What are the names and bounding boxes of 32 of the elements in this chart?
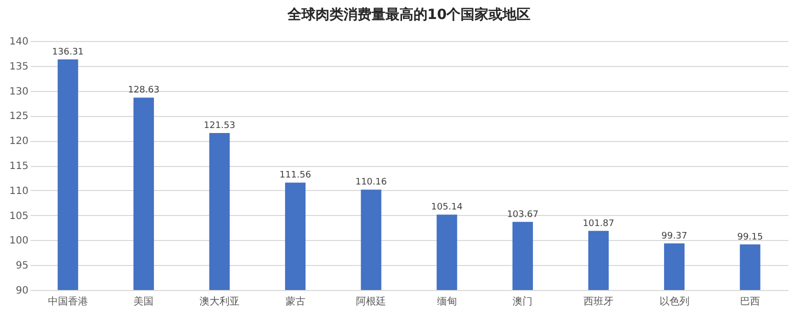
x-tick-label: 西班牙 xyxy=(584,296,614,308)
y-tick-label: 100 xyxy=(9,236,28,247)
data-label: 110.16 xyxy=(355,178,388,188)
x-tick-label: 阿根廷 xyxy=(356,296,386,308)
data-label: 128.63 xyxy=(128,86,160,96)
data-label: 99.37 xyxy=(661,231,688,242)
x-tick-label: 澳门 xyxy=(512,296,533,308)
y-tick-label: 120 xyxy=(9,136,28,148)
x-tick-label: 以色列 xyxy=(659,296,690,308)
data-label: 99.15 xyxy=(737,232,763,242)
data-label: 111.56 xyxy=(280,170,312,181)
x-tick-label: 缅甸 xyxy=(436,296,457,308)
y-tick-label: 135 xyxy=(9,61,28,72)
y-tick-label: 115 xyxy=(9,161,28,172)
y-tick-label: 110 xyxy=(9,186,28,197)
data-label: 105.14 xyxy=(431,202,463,213)
x-tick-label: 美国 xyxy=(134,296,154,308)
x-tick-label: 巴西 xyxy=(740,296,760,308)
data-label: 121.53 xyxy=(204,120,236,131)
x-tick-label: 中国香港 xyxy=(48,296,88,308)
x-tick-label: 澳大利亚 xyxy=(200,296,240,308)
y-tick-label: 125 xyxy=(9,111,28,122)
data-label: 103.67 xyxy=(506,210,538,220)
y-tick-label: 105 xyxy=(9,210,28,222)
y-tick-label: 140 xyxy=(9,36,28,48)
y-tick-label: 90 xyxy=(16,286,28,296)
y-tick-label: 130 xyxy=(9,86,28,98)
data-label: 101.87 xyxy=(582,218,614,229)
x-tick-label: 蒙古 xyxy=(285,296,306,308)
y-tick-label: 95 xyxy=(16,260,28,272)
data-label: 136.31 xyxy=(52,47,84,58)
chart-title: 全球肉类消费量最高的10个国家或地区 xyxy=(286,6,531,23)
